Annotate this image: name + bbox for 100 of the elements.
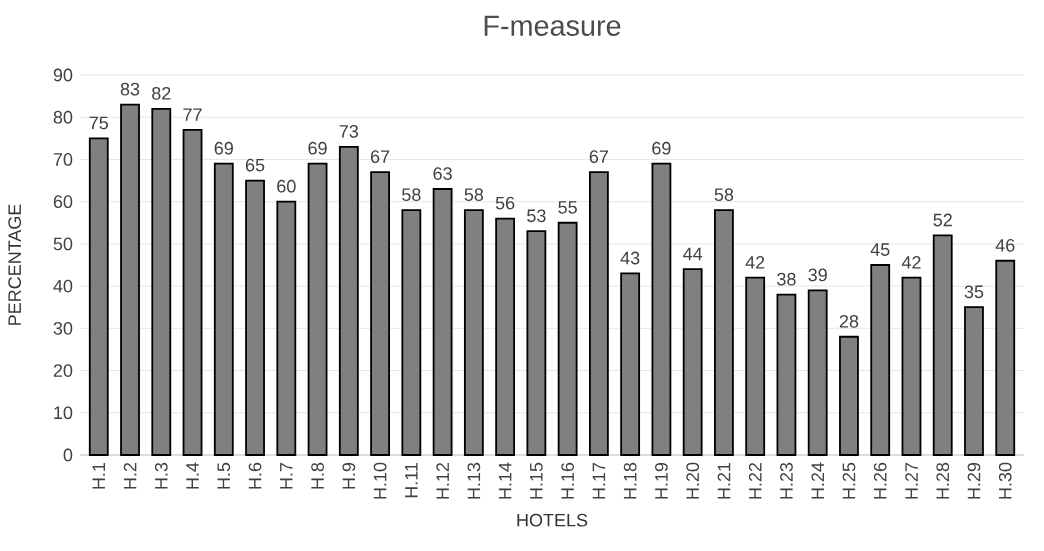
x-tick-label: H.7 [280,462,293,489]
x-tick-label: H.19 [655,462,668,499]
x-tick-label: H.17 [592,462,606,499]
data-label: 38 [777,272,796,286]
bar [182,128,203,456]
data-label: 69 [652,141,671,155]
chart-title: F-measure [484,15,621,36]
data-label: 46 [995,238,1015,252]
bar [964,306,984,456]
data-label: 45 [870,243,890,256]
bar [276,200,297,456]
data-label: 53 [527,209,546,223]
x-tick-label: H.21 [717,462,731,499]
data-label: 60 [277,179,296,193]
y-axis-title: PERCENTAGE [8,204,22,325]
bar [714,209,734,456]
bar [839,335,859,456]
data-label: 56 [495,196,515,210]
x-axis-title: HOTELS [517,513,588,527]
bar [120,103,140,456]
data-label: 69 [308,141,327,155]
bar [995,259,1016,456]
data-label: 42 [901,256,921,269]
data-label: 73 [339,124,359,138]
data-label: 28 [839,314,859,328]
y-tick-label: 20 [53,364,73,377]
data-label: 83 [120,82,140,96]
bar [463,209,484,456]
data-label: 35 [964,285,984,299]
bar [245,179,265,456]
bar [88,137,109,456]
x-tick-label: H.12 [436,462,449,499]
y-tick-label: 40 [53,279,73,293]
data-label: 58 [402,188,421,202]
data-label: 67 [589,150,608,164]
bar [307,162,328,456]
y-tick-label: 90 [53,68,73,82]
bar [213,162,234,456]
x-tick-label: H.18 [623,462,637,499]
x-tick-label: H.23 [780,462,793,499]
bar [807,289,828,456]
bar [526,230,547,456]
x-tick-label: H.8 [311,462,324,489]
y-tick-label: 60 [53,195,73,209]
data-label: 82 [152,86,171,100]
data-label: 43 [620,251,640,265]
x-tick-label: H.24 [811,462,824,499]
y-tick-label: 50 [53,237,73,251]
bar [588,171,609,456]
bar [620,272,641,456]
bar [495,217,516,456]
x-tick-label: H.28 [936,462,950,499]
x-tick-label: H.25 [842,462,856,499]
bar [776,293,797,456]
data-label: 75 [89,116,109,130]
bar [370,171,390,456]
x-tick-label: H.4 [186,462,199,489]
bar [745,276,766,456]
x-tick-label: H.5 [217,462,231,489]
x-tick-label: H.1 [92,462,105,489]
data-label: 52 [933,213,952,227]
x-tick-label: H.14 [498,462,512,499]
x-tick-label: H.15 [530,462,543,499]
y-tick-label: 30 [53,321,73,335]
y-tick-label: 70 [53,153,73,166]
x-tick-label: H.9 [342,462,356,489]
x-tick-label: H.11 [405,462,418,498]
x-tick-label: H.13 [467,462,481,499]
x-tick-label: H.3 [154,462,168,489]
bar [401,209,422,456]
data-label: 42 [745,256,765,269]
data-label: 65 [245,158,265,172]
bar [870,264,891,456]
bar [432,188,453,456]
data-label: 58 [464,188,484,202]
data-label: 69 [214,141,233,155]
x-tick-label: H.29 [967,462,981,499]
data-label: 44 [683,247,703,261]
x-tick-label: H.27 [905,462,918,499]
bar [651,162,672,456]
data-label: 55 [558,201,577,214]
x-tick-label: H.30 [998,462,1012,499]
x-tick-label: H.22 [748,462,762,499]
x-tick-label: H.16 [561,462,575,499]
data-label: 58 [714,188,734,202]
data-label: 67 [370,150,390,164]
x-tick-label: H.2 [123,462,137,489]
y-tick-label: 80 [53,110,73,124]
bar [338,145,359,456]
data-label: 77 [183,108,202,121]
x-tick-label: H.10 [373,462,387,499]
x-tick-label: H.6 [248,462,262,489]
x-tick-label: H.26 [873,462,887,499]
data-label: 63 [433,167,452,180]
x-tick-label: H.20 [686,462,700,499]
data-label: 39 [808,268,827,282]
y-tick-label: 10 [54,406,73,420]
bar [932,234,953,456]
bar [151,107,172,456]
bar [901,276,922,456]
